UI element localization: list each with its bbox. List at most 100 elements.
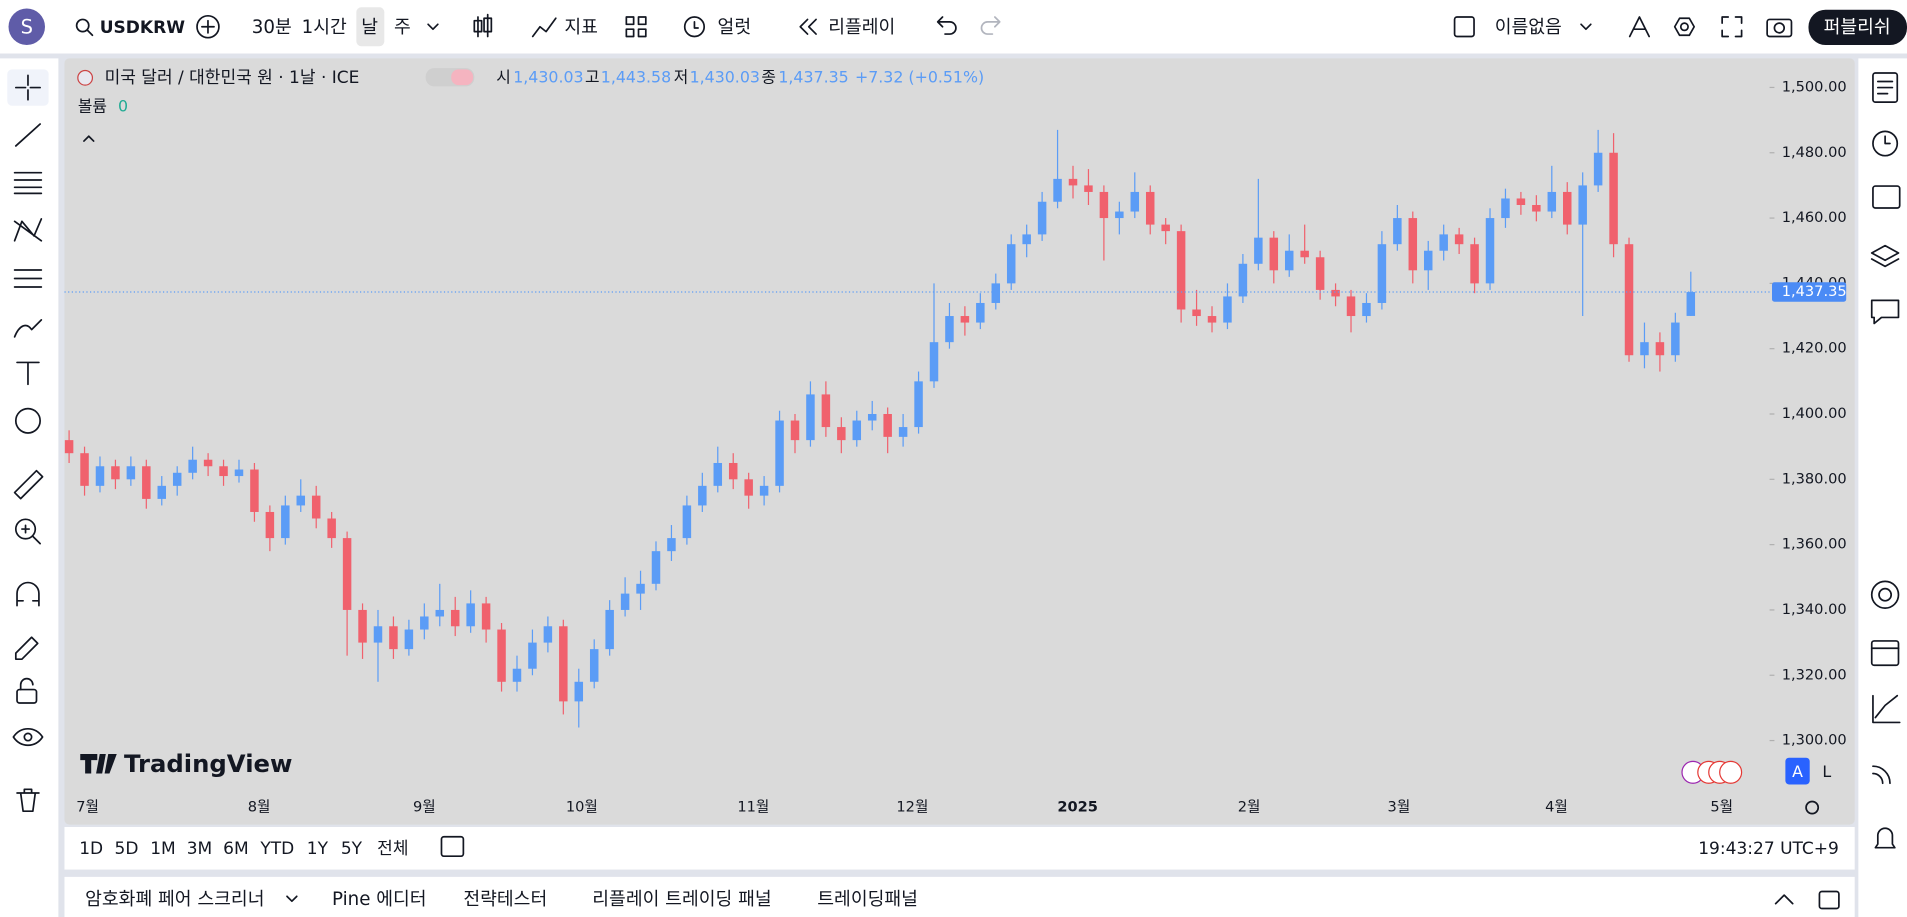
layers[interactable]: [1870, 244, 1900, 268]
y-tick-label: 1,460.00: [1782, 209, 1847, 226]
range-button[interactable]: 6M: [223, 839, 249, 859]
lock[interactable]: [16, 688, 38, 704]
maximize-panel[interactable]: [1818, 890, 1840, 910]
collapse-panel[interactable]: [1774, 894, 1794, 905]
panel-tab[interactable]: 리플레이 트레이딩 패널: [592, 889, 771, 910]
symbol[interactable]: USDKRW: [100, 18, 185, 38]
emoji[interactable]: [14, 407, 41, 434]
visibility[interactable]: [12, 727, 44, 747]
magnet[interactable]: [16, 581, 40, 607]
add-symbol[interactable]: [196, 14, 220, 39]
interval-selected: [356, 7, 385, 47]
range-bar: [64, 827, 1855, 870]
x-tick-label: 9월: [413, 799, 436, 816]
range-button[interactable]: 1Y: [307, 839, 329, 859]
calendar[interactable]: [1870, 640, 1900, 667]
candle-body: [342, 538, 352, 610]
watchlist: [1876, 80, 1894, 95]
avatar[interactable]: [8, 8, 45, 45]
y-tick-label: 1,340.00: [1782, 601, 1847, 618]
streams[interactable]: [1872, 765, 1891, 785]
panel-tab[interactable]: Pine 에디터: [332, 889, 427, 910]
watchlist[interactable]: [1872, 72, 1899, 104]
brush[interactable]: [13, 319, 43, 338]
candle-body: [1176, 231, 1186, 310]
range-button[interactable]: 5D: [115, 839, 139, 859]
candle-body: [157, 485, 167, 499]
interval[interactable]: 주: [394, 17, 411, 38]
collapse[interactable]: [83, 135, 95, 142]
pattern[interactable]: [13, 218, 43, 242]
candle-body: [1300, 250, 1309, 258]
auto-scale[interactable]: [1785, 757, 1810, 785]
candle-body: [1562, 191, 1572, 225]
interval[interactable]: 날: [361, 17, 378, 38]
fullscreen[interactable]: [1721, 16, 1743, 38]
save-checkbox[interactable]: [1453, 16, 1475, 38]
ideas[interactable]: [1870, 580, 1900, 609]
trend-line[interactable]: [14, 123, 41, 147]
alerts[interactable]: [1872, 130, 1899, 157]
candle-body: [126, 466, 136, 480]
range-button[interactable]: YTD: [259, 839, 294, 859]
replay[interactable]: 리플레이: [828, 17, 895, 38]
forecast[interactable]: [13, 269, 43, 288]
news[interactable]: [1872, 185, 1901, 209]
indicators[interactable]: 지표: [564, 17, 598, 38]
range-button[interactable]: 1M: [150, 839, 176, 859]
range-button[interactable]: 3M: [187, 839, 213, 859]
volume: 0: [118, 97, 128, 116]
snapshot[interactable]: [1766, 18, 1793, 38]
chart-type-icon[interactable]: [473, 13, 493, 38]
interval[interactable]: 1시간: [302, 17, 347, 38]
undo[interactable]: [936, 16, 957, 35]
toggle: [451, 69, 474, 86]
ruler[interactable]: [13, 469, 44, 500]
axis-settings[interactable]: [1805, 800, 1820, 815]
range-button[interactable]: 전체: [377, 839, 408, 859]
interval[interactable]: 30분: [252, 17, 292, 38]
event[interactable]: [1719, 760, 1743, 784]
layouts-icon[interactable]: [625, 16, 647, 38]
candle-body: [976, 302, 985, 323]
range-button[interactable]: 1D: [79, 839, 103, 859]
candle-body: [1037, 201, 1047, 235]
crosshair[interactable]: [14, 74, 41, 101]
panel-tab[interactable]: 암호화폐 페어 스크리너: [85, 889, 264, 910]
notifications[interactable]: [1874, 827, 1896, 849]
alert[interactable]: 얼럿: [718, 17, 752, 38]
chevron[interactable]: [427, 23, 439, 31]
widgets: [1870, 72, 1901, 849]
candle-body: [821, 394, 831, 428]
candle-body: [1377, 244, 1387, 303]
candle-body: [1161, 224, 1170, 232]
scale-mode[interactable]: L: [1822, 762, 1831, 781]
text-tool[interactable]: [16, 361, 40, 386]
layout-name[interactable]: 이름없음: [1495, 17, 1562, 38]
candle-body: [250, 469, 259, 512]
lock-draw[interactable]: [14, 636, 39, 661]
zoom[interactable]: [14, 518, 37, 540]
quick-search[interactable]: [1628, 16, 1651, 38]
publish-button[interactable]: [1808, 9, 1907, 45]
redo[interactable]: [980, 16, 1001, 35]
fib[interactable]: [13, 171, 43, 195]
drawing-tools: [7, 69, 49, 813]
panel-tab[interactable]: 트레이딩패널: [817, 889, 918, 910]
chevron[interactable]: [286, 895, 298, 903]
range-button[interactable]: 5Y: [341, 839, 363, 859]
chat[interactable]: [1870, 299, 1900, 325]
ideas: [1878, 587, 1893, 602]
chevron[interactable]: [1580, 23, 1592, 31]
goto-date[interactable]: [440, 835, 465, 858]
candle-body: [296, 495, 306, 506]
search-icon: [75, 18, 90, 33]
candle-body: [281, 505, 290, 539]
candle-body: [111, 466, 120, 480]
settings[interactable]: [1673, 17, 1696, 37]
panel-tab[interactable]: 전략테스터: [463, 889, 547, 910]
candle-body: [605, 609, 614, 650]
screener[interactable]: [1872, 694, 1901, 724]
trash[interactable]: [16, 788, 40, 813]
candle-body: [790, 420, 800, 441]
